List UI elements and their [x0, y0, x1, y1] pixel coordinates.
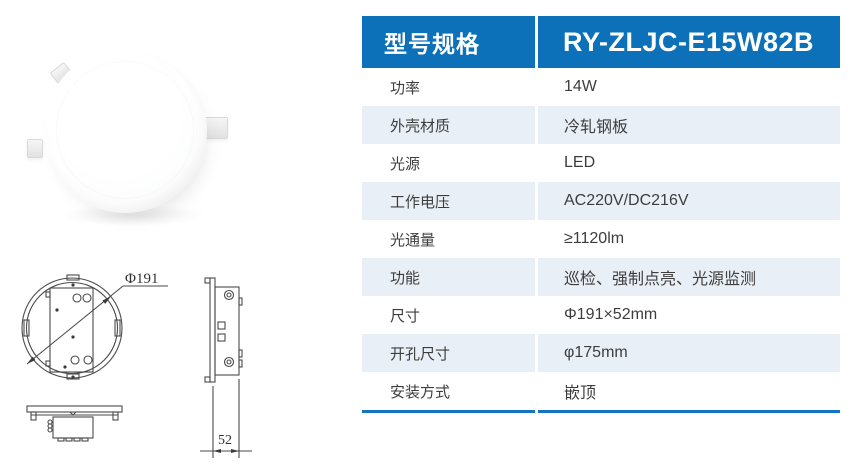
spec-row-luminous-flux: 光通量 ≥1120lm — [362, 220, 840, 258]
spec-value: 14W — [564, 78, 597, 95]
spec-value: Φ191×52mm — [564, 306, 658, 323]
spec-table-body: 功率 14W 外壳材质 冷轧钢板 光源 LED 工作电压 AC220V/DC21… — [362, 68, 840, 410]
spec-value: 冷轧钢板 — [564, 119, 629, 136]
depth-dimension-label: 52 — [218, 433, 232, 448]
product-photo — [0, 0, 340, 250]
spec-label: 开孔尺寸 — [390, 345, 451, 363]
spec-table-header: 型号规格 RY-ZLJC-E15W82B — [362, 16, 840, 68]
mounting-clip-right — [204, 117, 228, 139]
spec-value: 巡检、强制点亮、光源监测 — [564, 271, 757, 288]
spec-label: 安装方式 — [390, 383, 451, 401]
mounting-clip-left — [27, 139, 43, 158]
spec-row-mounting: 安装方式 嵌顶 — [362, 372, 840, 410]
model-number: RY-ZLJC-E15W82B — [538, 16, 840, 68]
spec-row-working-voltage: 工作电压 AC220V/DC216V — [362, 182, 840, 220]
spec-row-housing-material: 外壳材质 冷轧钢板 — [362, 106, 840, 144]
spec-label: 光源 — [390, 155, 421, 173]
column-divider — [535, 220, 538, 258]
column-divider — [535, 372, 538, 410]
spec-label: 外壳材质 — [390, 117, 451, 135]
column-divider — [535, 296, 538, 334]
bottom-profile-drawing — [26, 405, 123, 442]
spec-label: 尺寸 — [390, 307, 421, 325]
column-divider — [535, 106, 538, 144]
spec-row-power: 功率 14W — [362, 68, 840, 106]
spec-label: 工作电压 — [390, 193, 451, 211]
side-view-drawing: 52 — [200, 277, 252, 458]
spec-value: AC220V/DC216V — [564, 192, 689, 209]
spec-header-title: 型号规格 — [362, 16, 535, 68]
lamp-outer-ring — [43, 49, 207, 213]
diameter-dimension-label: Φ191 — [125, 271, 158, 287]
column-divider — [535, 144, 538, 182]
column-divider — [535, 68, 538, 106]
spec-value: ≥1120lm — [564, 230, 625, 247]
spec-row-cutout-size: 开孔尺寸 φ175mm — [362, 334, 840, 372]
spec-value: φ175mm — [564, 344, 628, 361]
lamp-light-face — [56, 61, 194, 199]
column-divider — [535, 410, 538, 413]
bottom-border-right — [538, 410, 840, 413]
spec-label: 功能 — [390, 269, 421, 287]
spec-label: 光通量 — [390, 231, 436, 249]
spec-row-light-source: 光源 LED — [362, 144, 840, 182]
column-divider — [535, 334, 538, 372]
spec-value: 嵌顶 — [564, 385, 597, 402]
spec-value: LED — [564, 154, 596, 171]
spec-label: 功率 — [390, 79, 421, 97]
lamp-drop-shadow — [58, 204, 208, 226]
table-bottom-border — [362, 410, 840, 413]
column-divider — [535, 182, 538, 220]
spec-row-dimensions: 尺寸 Φ191×52mm — [362, 296, 840, 334]
spec-row-functions: 功能 巡检、强制点亮、光源监测 — [362, 258, 840, 296]
spec-table: 型号规格 RY-ZLJC-E15W82B 功率 14W 外壳材质 冷轧钢板 光源… — [362, 16, 840, 413]
column-divider — [535, 16, 538, 68]
top-view-drawing: Φ191 — [21, 271, 168, 380]
bottom-border-left — [362, 410, 535, 413]
column-divider — [535, 258, 538, 296]
